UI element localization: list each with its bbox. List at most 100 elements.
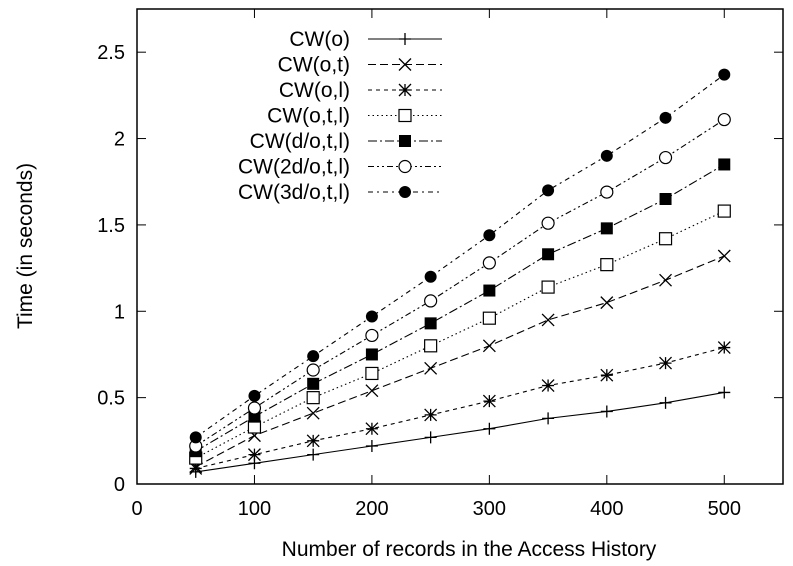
legend-marker: [399, 186, 411, 198]
data-point: [600, 185, 614, 199]
legend-marker: [398, 159, 412, 174]
data-point: [482, 256, 496, 270]
legend-marker: [399, 33, 411, 45]
data-point: [365, 366, 379, 381]
data-point: [365, 422, 379, 436]
data-point: [424, 294, 438, 308]
data-point: [306, 406, 320, 420]
data-point: [482, 394, 496, 408]
data-point: [483, 422, 496, 435]
legend-item: CW(3d/o,t,l): [238, 181, 442, 204]
series-7: [189, 68, 731, 444]
y-tick-label: 0.5: [97, 388, 125, 410]
data-point: [542, 248, 555, 261]
data-point: [248, 389, 261, 402]
legend-label: CW(3d/o,t,l): [238, 181, 350, 204]
data-point: [424, 361, 438, 375]
legend-label: CW(o,t,l): [267, 105, 350, 128]
data-point: [248, 410, 261, 423]
data-point: [600, 222, 613, 235]
data-point: [542, 412, 555, 425]
legend-label: CW(o): [289, 28, 350, 51]
legend-item: CW(2d/o,t,l): [238, 156, 442, 179]
legend-marker: [399, 135, 411, 147]
data-point: [247, 420, 262, 434]
data-point: [247, 448, 261, 462]
data-point: [542, 184, 555, 197]
y-tick-label: 2: [114, 129, 125, 151]
series-line: [195, 119, 725, 447]
data-point: [482, 339, 496, 353]
y-axis: 0 0.5 1 1.5 2 2.5: [97, 42, 783, 496]
data-point: [365, 440, 378, 452]
series-line: [195, 74, 725, 438]
data-point: [659, 273, 673, 287]
data-point: [541, 379, 555, 393]
data-point: [483, 284, 496, 297]
data-point: [424, 431, 437, 444]
data-point: [600, 258, 614, 272]
x-tick-label: 200: [355, 498, 388, 520]
data-point: [718, 386, 731, 399]
data-point: [658, 232, 673, 246]
x-tick-label: 0: [131, 498, 142, 520]
data-point: [424, 408, 438, 422]
data-point: [424, 270, 437, 283]
data-point: [600, 405, 613, 418]
data-point: [659, 193, 672, 205]
data-point: [659, 396, 672, 409]
data-point: [306, 363, 320, 377]
legend-item: CW(o,l): [279, 79, 442, 102]
series-3: [189, 341, 731, 475]
series-line: [195, 255, 725, 468]
data-point: [424, 317, 437, 330]
legend-item: CW(o): [289, 28, 442, 51]
legend-marker: [398, 108, 412, 123]
data-point: [718, 68, 731, 81]
data-point: [482, 311, 496, 325]
x-axis-title: Number of records in the Access History: [282, 538, 657, 561]
data-point: [365, 348, 378, 361]
data-point: [307, 350, 320, 363]
data-point: [307, 377, 320, 390]
series-line: [195, 347, 725, 469]
y-tick-label: 1: [114, 301, 125, 323]
series-layer: [189, 68, 731, 478]
data-point: [307, 448, 320, 461]
x-tick-label: 100: [238, 498, 271, 520]
legend-label: CW(d/o,t,l): [250, 130, 350, 153]
data-point: [483, 229, 496, 242]
data-point: [718, 158, 731, 171]
data-point: [717, 341, 731, 355]
legend-marker: [398, 83, 412, 97]
plot-frame: [136, 8, 784, 485]
legend-marker: [398, 58, 412, 71]
data-point: [365, 384, 379, 398]
data-point: [659, 111, 672, 124]
legend-label: CW(2d/o,t,l): [238, 156, 350, 179]
data-point: [424, 339, 438, 353]
data-point: [600, 368, 614, 382]
series-line: [195, 391, 725, 473]
data-point: [365, 328, 379, 343]
data-point: [306, 391, 320, 405]
x-tick-label: 400: [590, 498, 623, 520]
data-point: [541, 313, 555, 327]
y-tick-label: 0: [114, 474, 125, 496]
data-point: [306, 434, 320, 448]
legend: CW(o) CW(o,t)CW(o,l) CW(o,t,l)CW(d/o,t,l) C…: [238, 28, 442, 204]
legend-item: CW(o,t): [278, 54, 442, 77]
legend-item: CW(d/o,t,l): [250, 130, 442, 153]
data-point: [189, 461, 203, 475]
series-4: [189, 204, 731, 465]
x-axis: 0 100 200 300 400 500: [131, 9, 741, 520]
data-point: [658, 150, 673, 165]
data-point: [365, 310, 378, 323]
series-1: [189, 386, 731, 478]
x-tick-label: 300: [473, 498, 506, 520]
series-6: [189, 112, 731, 453]
series-line: [195, 210, 725, 459]
data-point: [541, 280, 555, 294]
legend-item: CW(o,t,l): [267, 105, 442, 128]
